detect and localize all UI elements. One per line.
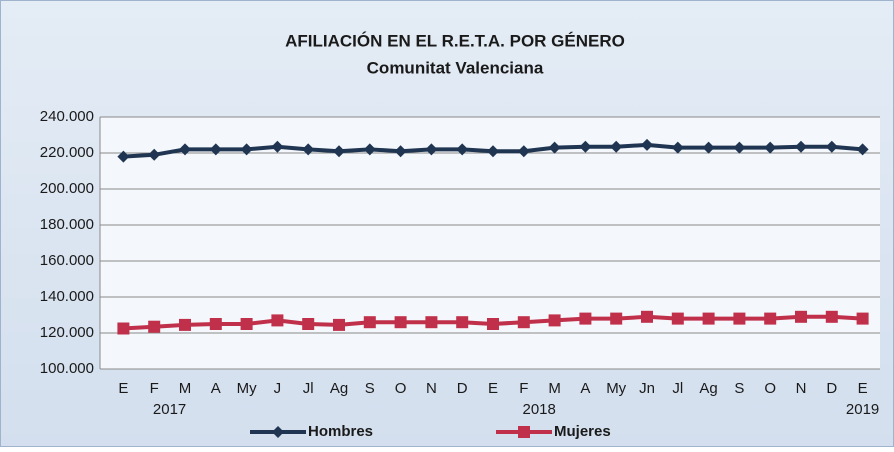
point	[764, 141, 777, 154]
x-tick-label: F	[519, 380, 528, 397]
point	[456, 143, 469, 156]
x-tick-label: My	[606, 380, 626, 397]
point	[117, 150, 130, 163]
point	[302, 318, 315, 330]
point	[702, 312, 715, 325]
point	[641, 310, 653, 323]
point	[579, 140, 592, 153]
point	[148, 148, 161, 161]
y-tick-label: 200.000	[40, 180, 94, 197]
point	[209, 318, 222, 330]
x-tick-label: E	[858, 380, 868, 397]
x-tick-label: Jn	[639, 380, 655, 397]
x-tick-label: D	[826, 380, 837, 397]
point	[856, 143, 869, 156]
point	[333, 318, 345, 331]
chart-subtitle: Comunitat Valenciana	[367, 58, 544, 77]
point	[671, 141, 684, 154]
year-label: 2019	[846, 401, 879, 418]
x-tick-label: E	[488, 380, 498, 397]
point	[610, 140, 623, 153]
point	[733, 141, 746, 154]
x-tick-label: Jl	[303, 380, 314, 397]
point	[610, 312, 623, 325]
legend-marker	[518, 426, 530, 438]
y-tick-label: 140.000	[40, 288, 94, 305]
point	[795, 310, 807, 323]
point	[209, 143, 222, 156]
y-tick-label: 100.000	[40, 360, 94, 377]
x-tick-label: M	[548, 380, 561, 397]
point	[425, 143, 438, 156]
x-tick-label: N	[796, 380, 807, 397]
point	[487, 318, 499, 330]
y-tick-label: 160.000	[40, 252, 94, 269]
x-tick-label: Jl	[672, 380, 683, 397]
point	[825, 310, 838, 323]
point	[517, 145, 530, 158]
x-tick-label: S	[365, 380, 375, 397]
point	[394, 316, 407, 329]
point	[271, 140, 284, 153]
x-tick-label: N	[426, 380, 437, 397]
x-tick-label: O	[764, 380, 776, 397]
point	[517, 316, 530, 329]
x-tick-label: O	[395, 380, 407, 397]
x-tick-label: Ag	[330, 380, 348, 397]
plot-area	[100, 117, 880, 369]
x-tick-label: J	[274, 380, 282, 397]
point	[548, 141, 561, 154]
point	[179, 318, 191, 331]
year-label: 2017	[153, 401, 186, 418]
point	[302, 143, 315, 156]
point	[240, 318, 253, 330]
y-tick-label: 220.000	[40, 144, 94, 161]
point	[825, 140, 838, 153]
legend-label: Mujeres	[554, 423, 611, 440]
point	[641, 138, 653, 151]
legend-marker	[272, 426, 284, 438]
point	[240, 143, 253, 156]
x-tick-label: Ag	[699, 380, 717, 397]
point	[856, 312, 869, 325]
x-tick-label: M	[179, 380, 192, 397]
year-label: 2018	[523, 401, 556, 418]
x-tick-label: E	[118, 380, 128, 397]
point	[271, 314, 284, 327]
point	[487, 145, 499, 158]
point	[733, 312, 746, 325]
point	[548, 314, 561, 327]
point	[795, 140, 807, 153]
point	[363, 143, 376, 156]
point	[425, 316, 438, 329]
point	[148, 320, 161, 333]
x-tick-label: F	[150, 380, 159, 397]
chart-title: AFILIACIÓN EN EL R.E.T.A. POR GÉNERO	[285, 31, 625, 50]
x-tick-label: A	[580, 380, 590, 397]
y-tick-label: 180.000	[40, 216, 94, 233]
x-tick-label: A	[211, 380, 221, 397]
x-tick-label: My	[237, 380, 257, 397]
y-tick-label: 240.000	[40, 108, 94, 125]
point	[333, 145, 345, 158]
point	[579, 312, 592, 325]
y-tick-label: 120.000	[40, 324, 94, 341]
point	[702, 141, 715, 154]
legend-label: Hombres	[308, 423, 373, 440]
point	[671, 312, 684, 325]
point	[179, 143, 191, 156]
point	[394, 145, 407, 158]
point	[456, 316, 469, 329]
point	[764, 312, 777, 325]
point	[117, 322, 130, 335]
x-tick-label: D	[457, 380, 468, 397]
point	[363, 316, 376, 329]
x-tick-label: S	[734, 380, 744, 397]
